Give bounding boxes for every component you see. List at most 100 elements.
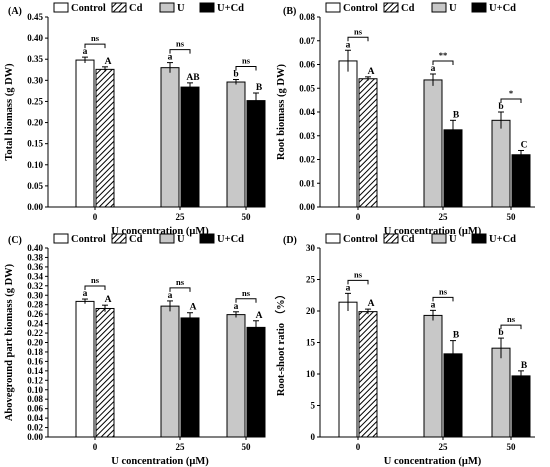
bar-u-cd (443, 129, 463, 208)
significance-letter: B (256, 83, 263, 93)
legend-swatch-u (431, 2, 447, 13)
bar-cd (95, 68, 115, 208)
comparison-bracket (432, 60, 454, 65)
y-tick-label: 0.04 (299, 107, 315, 117)
significance-letter: a (431, 64, 436, 74)
y-tick-label: 0.28 (27, 300, 43, 310)
y-axis-title: Aboveground part biomass (g DW) (4, 263, 15, 421)
significance-letter: A (105, 57, 112, 67)
x-axis-title: U concentration (μM) (111, 456, 209, 467)
x-axis-title: U concentration (μM) (111, 226, 209, 237)
legend-swatch-control (53, 233, 69, 244)
bar-u (423, 79, 443, 208)
y-tick-label: 0.20 (27, 118, 43, 128)
y-tick-label: 0.35 (27, 54, 43, 64)
bar-u (226, 81, 246, 208)
y-axis-title: Root biomass (g DW) (276, 64, 287, 160)
significance-letter: a (83, 47, 88, 57)
legend-swatch-control (325, 2, 341, 13)
legend-label: U+Cd (489, 3, 516, 14)
significance-marker: ns (354, 269, 363, 279)
bar-u-cd (246, 326, 266, 438)
y-tick-label: 0.40 (27, 33, 43, 43)
significance-letter: a (346, 283, 351, 293)
significance-letter: B (521, 361, 528, 371)
legend-swatch-control (53, 2, 69, 13)
y-tick-label: 0.22 (27, 328, 43, 338)
legend-label: Cd (401, 3, 415, 14)
bar-u-cd (180, 317, 200, 438)
bar-control (75, 300, 95, 438)
bar-u-cd (511, 154, 531, 208)
y-tick-label: 0.00 (27, 202, 43, 212)
y-tick-label: 30 (306, 243, 316, 253)
y-tick-label: 0.10 (27, 385, 43, 395)
y-tick-label: 0 (311, 432, 316, 442)
y-axis-title: Total biomass (g DW) (4, 63, 15, 161)
y-tick-label: 0.05 (27, 181, 43, 191)
significance-marker: ns (91, 33, 100, 43)
x-tick-label: 25 (176, 212, 186, 222)
legend-swatch-cd (383, 2, 399, 13)
legend-swatch-cd (383, 233, 399, 244)
bar-u-cd (180, 86, 200, 208)
bar-u (491, 119, 511, 208)
y-tick-label: 0.00 (299, 202, 315, 212)
legend-swatch-u-cd (199, 233, 215, 244)
significance-marker: ns (439, 286, 448, 296)
significance-letter: B (453, 110, 460, 120)
legend-swatch-control (325, 233, 341, 244)
bar-control (75, 59, 95, 208)
bar-u-cd (511, 375, 531, 438)
x-tick-label: 0 (93, 442, 98, 452)
x-tick-label: 25 (439, 442, 449, 452)
comparison-bracket (169, 49, 191, 54)
x-tick-label: 50 (507, 442, 517, 452)
y-tick-label: 0.15 (27, 139, 43, 149)
x-tick-label: 25 (439, 212, 449, 222)
legend-label: Control (343, 234, 378, 245)
y-tick-label: 0.45 (27, 12, 43, 22)
significance-letter: a (83, 289, 88, 299)
comparison-bracket (347, 279, 369, 285)
bar-cd (95, 307, 115, 438)
bar-u (226, 314, 246, 438)
y-tick-label: 0.08 (299, 12, 315, 22)
y-tick-label: 0.00 (27, 432, 43, 442)
panel-label: (C) (8, 235, 22, 246)
significance-letter: A (368, 67, 375, 77)
x-tick-label: 0 (356, 442, 361, 452)
bar-control (338, 60, 358, 208)
y-tick-label: 0.24 (27, 319, 43, 329)
y-tick-label: 0.18 (27, 347, 43, 357)
x-tick-label: 25 (176, 442, 186, 452)
significance-letter: a (234, 302, 239, 312)
panel-label: (A) (8, 6, 22, 17)
bar-u (491, 347, 511, 438)
legend-swatch-u-cd (199, 2, 215, 13)
legend-label: Control (343, 3, 378, 14)
legend-label: Cd (401, 234, 415, 245)
legend-label: U (177, 234, 185, 245)
x-tick-label: 50 (507, 212, 517, 222)
bar-control (338, 301, 358, 438)
legend-swatch-u-cd (471, 2, 487, 13)
comparison-bracket (432, 296, 454, 302)
comparison-bracket (347, 36, 369, 42)
legend-label: U+Cd (489, 234, 516, 245)
chart-panel-d: (D) 0 5 10 15 20 25 30 Root-shoot ratio （%） U con… (274, 233, 535, 467)
significance-marker: ns (507, 314, 516, 324)
y-tick-label: 0.05 (299, 83, 315, 93)
significance-letter: b (498, 102, 503, 112)
y-tick-label: 0.02 (299, 155, 315, 165)
y-tick-label: 0.06 (299, 60, 315, 70)
chart-panel-a: (A) 0.00 0.05 0.10 0.15 0.20 0.25 0.30 0.35 0.40 0… (4, 2, 266, 237)
significance-letter: a (431, 300, 436, 310)
y-axis-title: Root-shoot ratio （%） (274, 289, 287, 396)
comparison-bracket (84, 285, 106, 291)
bar-u (423, 314, 443, 438)
significance-letter: B (453, 331, 460, 341)
legend-label: U (449, 3, 457, 14)
y-tick-label: 0.20 (27, 338, 43, 348)
